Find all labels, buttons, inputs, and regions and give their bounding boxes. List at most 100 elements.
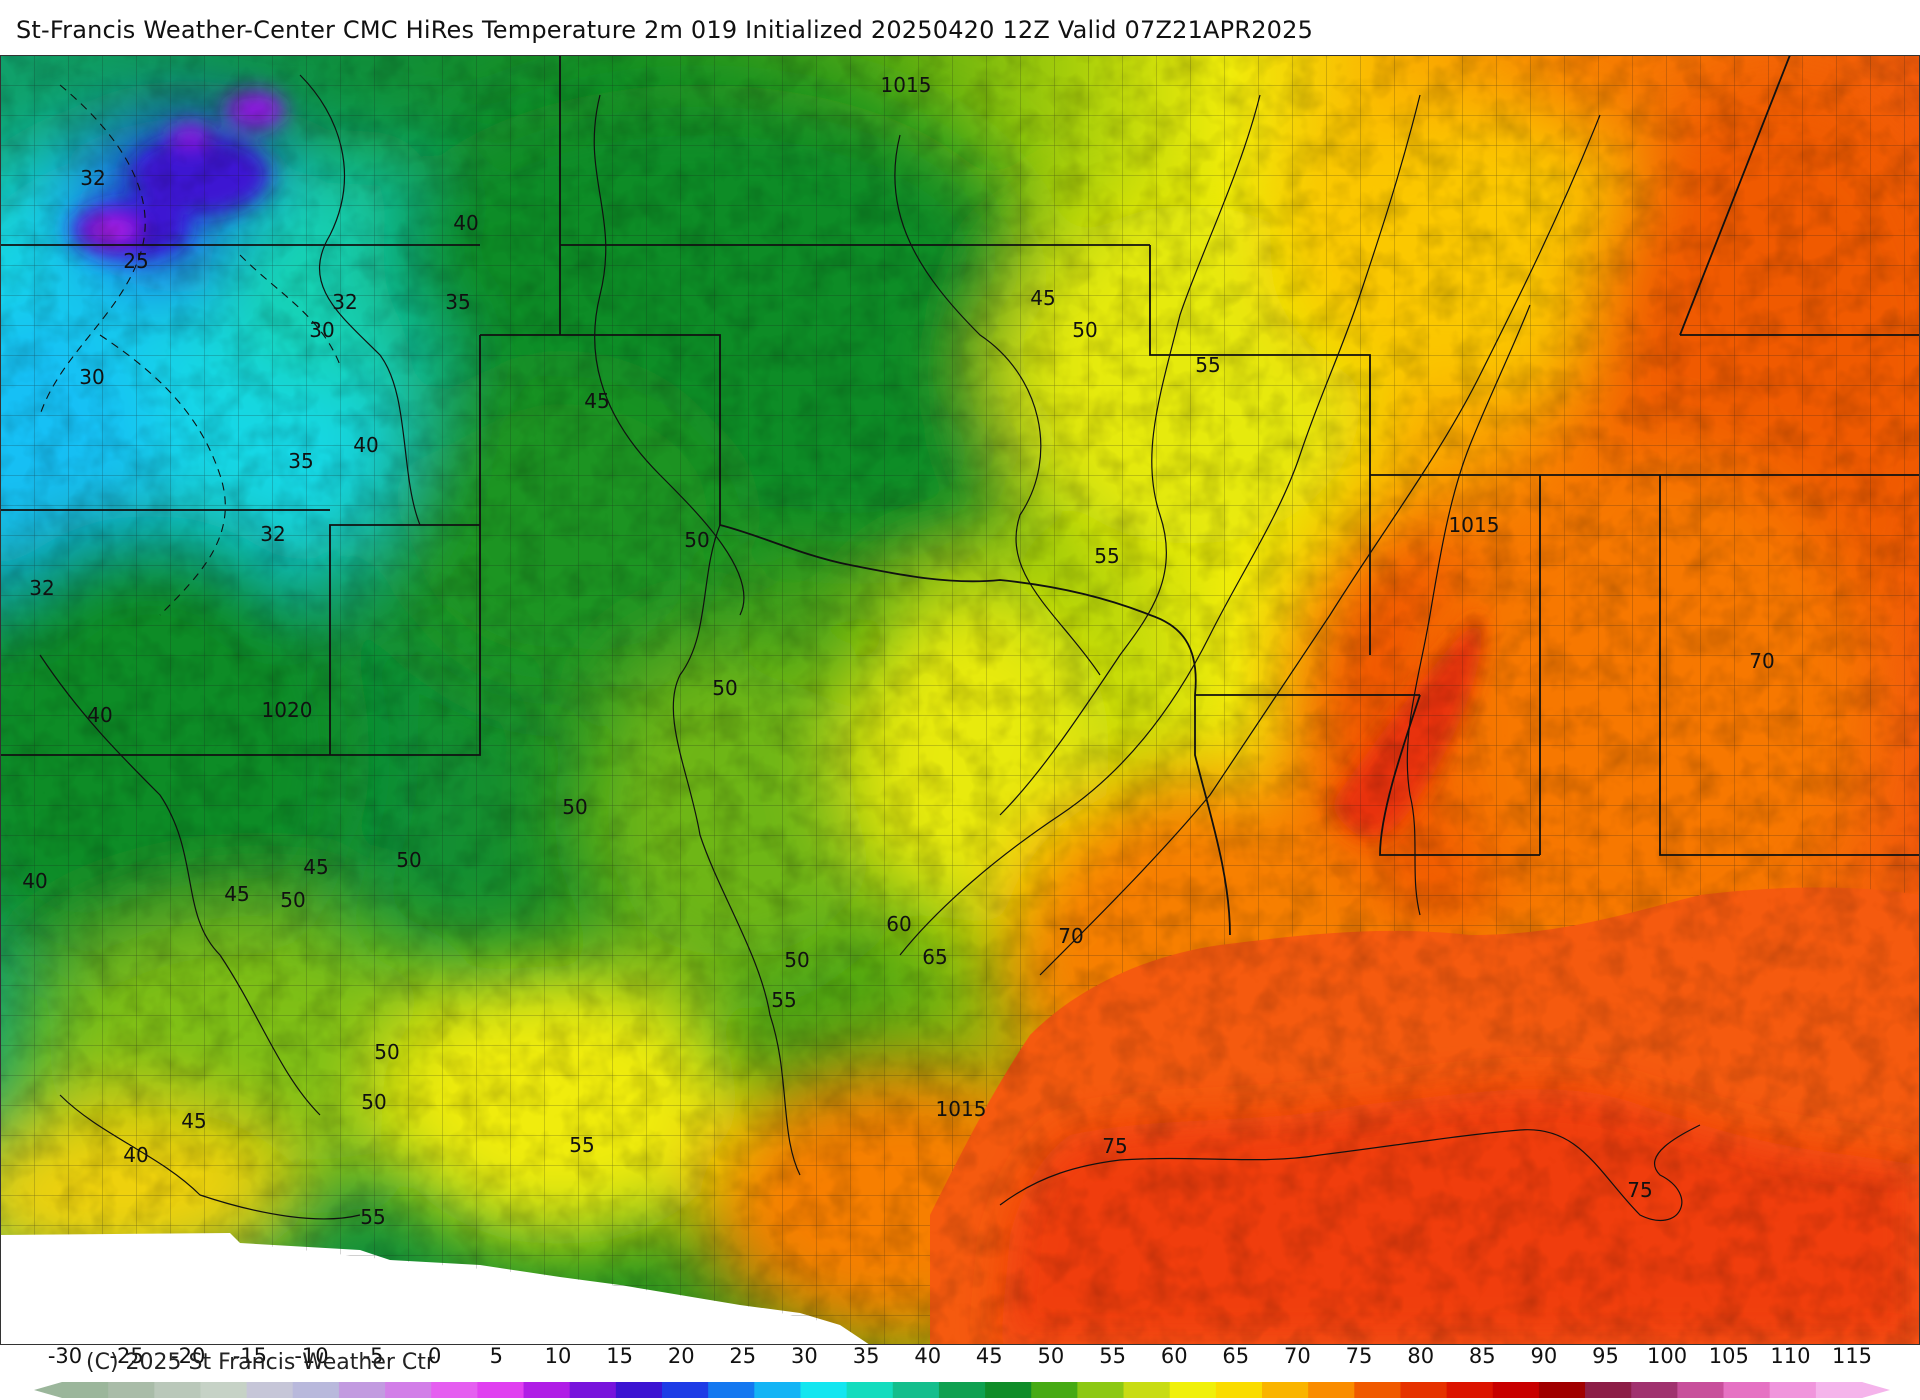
temperature-map: 32 25 40 32 35 30 30 35 40 45 32 32 50 4… — [0, 55, 1920, 1345]
scale-cell — [1815, 1382, 1863, 1398]
temp-label: 40 — [87, 703, 112, 727]
scale-color-bar — [34, 1382, 1890, 1398]
scale-cell — [1631, 1382, 1678, 1398]
scale-cell — [477, 1382, 524, 1398]
temp-label: 50 — [280, 888, 305, 912]
temp-label: 40 — [453, 211, 478, 235]
temp-label: 40 — [22, 869, 47, 893]
rivers — [672, 304, 1531, 1176]
temp-label: 70 — [1749, 649, 1774, 673]
scale-tick-label: 0 — [428, 1344, 441, 1368]
temp-label: 32 — [80, 166, 105, 190]
temp-label: 50 — [361, 1090, 386, 1114]
scale-tick-label: 30 — [791, 1344, 818, 1368]
temp-label: 65 — [922, 945, 947, 969]
temp-label: 50 — [784, 948, 809, 972]
temp-label: 35 — [445, 290, 470, 314]
scale-cell — [1538, 1382, 1586, 1398]
scale-cell — [523, 1382, 571, 1398]
scale-cell — [292, 1382, 340, 1398]
scale-cell — [708, 1382, 755, 1398]
temp-label: 45 — [224, 882, 249, 906]
scale-tick-label: 5 — [490, 1344, 503, 1368]
scale-tick-label: 105 — [1709, 1344, 1749, 1368]
scale-cell — [1446, 1382, 1494, 1398]
scale-cell — [615, 1382, 663, 1398]
isotherm-contours — [39, 74, 1701, 1221]
pressure-labels: 1015 1020 1015 1015 — [262, 73, 1500, 1121]
scale-cell — [1169, 1382, 1217, 1398]
pressure-label: 1015 — [881, 73, 932, 97]
temp-label: 45 — [181, 1109, 206, 1133]
scale-tick-label: 70 — [1284, 1344, 1311, 1368]
scale-cell — [246, 1382, 294, 1398]
scale-cell — [1215, 1382, 1263, 1398]
isobars — [39, 84, 341, 616]
scale-tick-label: 65 — [1222, 1344, 1249, 1368]
pressure-label: 1015 — [936, 1097, 987, 1121]
scale-tick-label: 95 — [1592, 1344, 1619, 1368]
temp-label: 30 — [309, 318, 334, 342]
scale-cell — [1354, 1382, 1401, 1398]
temp-label: 55 — [1195, 353, 1220, 377]
scale-arrow-right — [1862, 1382, 1890, 1398]
temp-label: 40 — [353, 433, 378, 457]
scale-cell — [338, 1382, 386, 1398]
temp-label: 45 — [1030, 286, 1055, 310]
scale-cell — [1677, 1382, 1724, 1398]
scale-cell — [1492, 1382, 1540, 1398]
temp-label: 55 — [360, 1205, 385, 1229]
pressure-label: 1020 — [262, 698, 313, 722]
scale-tick-label: 45 — [976, 1344, 1003, 1368]
scale-cell — [938, 1382, 986, 1398]
temp-label: 32 — [29, 576, 54, 600]
temp-label: 50 — [396, 848, 421, 872]
temp-label: 50 — [562, 795, 587, 819]
scale-tick-label: 80 — [1407, 1344, 1434, 1368]
scale-cell — [662, 1382, 709, 1398]
scale-arrow-left — [34, 1382, 62, 1398]
temp-label: 40 — [123, 1143, 148, 1167]
scale-cell — [431, 1382, 478, 1398]
scale-cell — [108, 1382, 155, 1398]
temp-label: 50 — [712, 676, 737, 700]
scale-tick-labels: -30 -25 -20 -15 -10 -5 0 5 10 15 20 25 30 35 40 45 50 55 6… — [48, 1344, 1872, 1368]
map-title: St-Francis Weather-Center CMC HiRes Temp… — [16, 16, 1314, 44]
scale-cell — [1585, 1382, 1632, 1398]
temp-label: 55 — [569, 1133, 594, 1157]
scale-cell — [754, 1382, 801, 1398]
temp-label: 35 — [288, 449, 313, 473]
color-scale: -30 -25 -20 -15 -10 -5 0 5 10 15 20 25 30 35 40 45 50 55 6… — [34, 1344, 1890, 1398]
scale-tick-label: -30 — [48, 1344, 82, 1368]
scale-tick-label: -20 — [171, 1344, 205, 1368]
temp-label: 75 — [1627, 1178, 1652, 1202]
scale-tick-label: 75 — [1346, 1344, 1373, 1368]
state-borders — [0, 55, 1920, 936]
temp-label: 55 — [771, 988, 796, 1012]
scale-cell — [1031, 1382, 1078, 1398]
scale-cell — [846, 1382, 894, 1398]
scale-cell — [1077, 1382, 1124, 1398]
temp-label: 30 — [79, 365, 104, 389]
scale-tick-label: 100 — [1647, 1344, 1687, 1368]
scale-tick-label: 50 — [1038, 1344, 1065, 1368]
scale-tick-label: 90 — [1531, 1344, 1558, 1368]
scale-tick-label: -10 — [294, 1344, 328, 1368]
no-data-region — [0, 1233, 870, 1345]
scale-cell — [62, 1382, 109, 1398]
scale-tick-label: 85 — [1469, 1344, 1496, 1368]
scale-tick-label: -15 — [233, 1344, 267, 1368]
scale-cell — [385, 1382, 432, 1398]
scale-cell — [1723, 1382, 1771, 1398]
temperature-labels: 32 25 40 32 35 30 30 35 40 45 32 32 50 4… — [22, 166, 1774, 1229]
scale-cell — [1769, 1382, 1817, 1398]
temp-label: 25 — [123, 249, 148, 273]
temp-label: 50 — [684, 528, 709, 552]
scale-tick-label: 60 — [1161, 1344, 1188, 1368]
scale-cell — [154, 1382, 201, 1398]
scale-tick-label: -5 — [363, 1344, 384, 1368]
scale-tick-label: 55 — [1099, 1344, 1126, 1368]
copyright-text: (C) 2025 St Francis Weather Ctr — [86, 1350, 435, 1375]
scale-tick-label: 115 — [1832, 1344, 1872, 1368]
scale-cell — [200, 1382, 248, 1398]
